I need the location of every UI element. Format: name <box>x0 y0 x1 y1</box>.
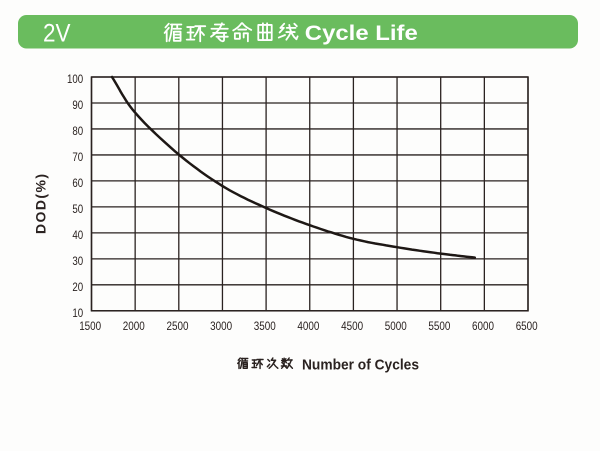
svg-text:6000: 6000 <box>472 321 494 333</box>
svg-text:80: 80 <box>72 126 83 138</box>
svg-text:1500: 1500 <box>79 321 101 333</box>
svg-text:10: 10 <box>72 308 83 320</box>
svg-text:100: 100 <box>67 74 83 86</box>
svg-text:DOD(%): DOD(%) <box>33 174 49 234</box>
svg-text:5500: 5500 <box>428 321 450 333</box>
svg-text:6500: 6500 <box>516 321 538 333</box>
svg-text:4000: 4000 <box>297 321 319 333</box>
svg-text:2000: 2000 <box>123 321 145 333</box>
svg-text:Cycle Life: Cycle Life <box>305 22 418 45</box>
svg-text:4500: 4500 <box>341 321 363 333</box>
svg-text:50: 50 <box>72 204 83 216</box>
svg-text:2V: 2V <box>43 20 71 48</box>
svg-text:20: 20 <box>72 282 83 294</box>
svg-text:2500: 2500 <box>167 321 189 333</box>
svg-text:3000: 3000 <box>210 321 232 333</box>
svg-text:3500: 3500 <box>254 321 276 333</box>
svg-text:Number of Cycles: Number of Cycles <box>302 357 419 374</box>
svg-text:70: 70 <box>72 152 83 164</box>
svg-text:90: 90 <box>72 100 83 112</box>
svg-text:30: 30 <box>72 256 83 268</box>
svg-text:40: 40 <box>72 230 83 242</box>
svg-text:5000: 5000 <box>385 321 407 333</box>
svg-text:60: 60 <box>72 178 83 190</box>
